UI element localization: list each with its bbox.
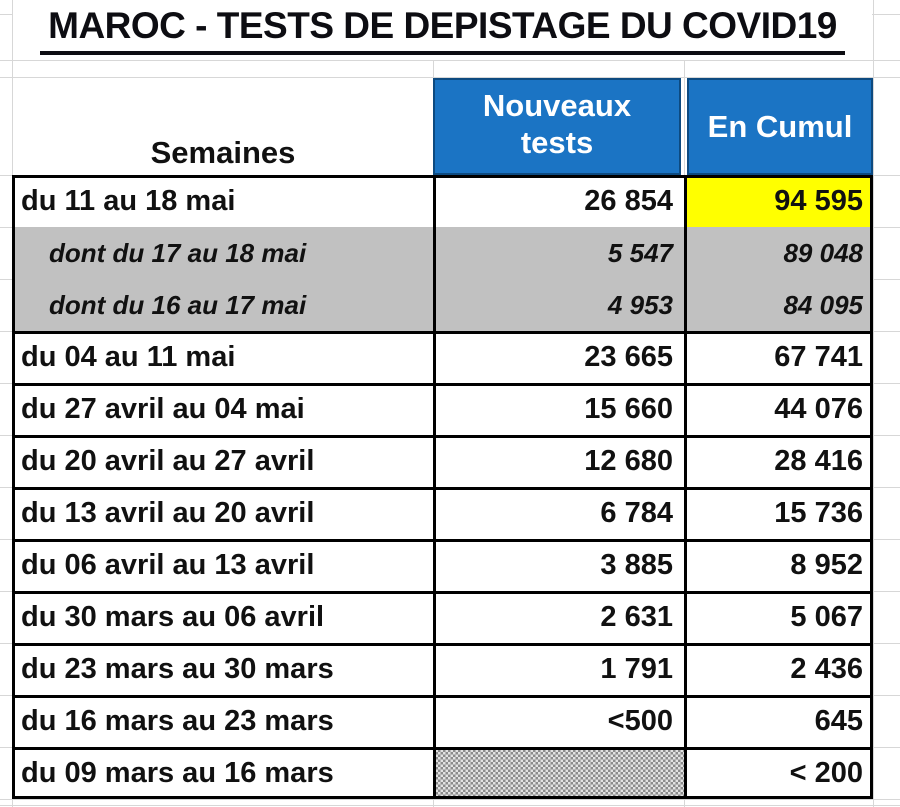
cell-nouveaux-tests[interactable]: 3 885 xyxy=(600,548,673,581)
cell-nouveaux-tests[interactable]: 12 680 xyxy=(584,444,673,477)
row-separator xyxy=(12,643,873,646)
cell-nouveaux-tests[interactable]: 5 547 xyxy=(607,237,673,268)
cell-nouveaux-tests[interactable]: 4 953 xyxy=(607,289,673,320)
column-separator xyxy=(433,175,436,799)
cell-en-cumul[interactable]: 8 952 xyxy=(790,548,863,581)
cell-en-cumul[interactable]: 645 xyxy=(814,704,863,737)
table-body: du 11 au 18 mai 26 854 94 595 dont du 17… xyxy=(12,175,873,799)
column-header-en-cumul[interactable]: En Cumul xyxy=(687,78,873,175)
cell-nouveaux-tests[interactable]: 15 660 xyxy=(584,392,673,425)
cell-nouveaux-tests[interactable]: 1 791 xyxy=(600,652,673,685)
cell-semaine[interactable]: du 11 au 18 mai xyxy=(21,184,236,217)
column-header-en-cumul-label: En Cumul xyxy=(707,108,853,144)
cell-nouveaux-tests[interactable]: 26 854 xyxy=(584,184,673,217)
cell-en-cumul[interactable]: 44 076 xyxy=(774,392,863,425)
cell-semaine[interactable]: du 13 avril au 20 avril xyxy=(21,496,315,529)
cell-en-cumul[interactable]: 84 095 xyxy=(783,289,863,320)
table-row: du 20 avril au 27 avril 12 680 28 416 xyxy=(12,435,873,487)
grid-line-h xyxy=(0,77,900,78)
row-separator xyxy=(12,695,873,698)
row-separator xyxy=(12,487,873,490)
column-header-semaines[interactable]: Semaines xyxy=(13,78,433,175)
column-header-semaines-label: Semaines xyxy=(150,135,296,170)
cell-en-cumul[interactable]: 2 436 xyxy=(790,652,863,685)
cell-semaine[interactable]: du 23 mars au 30 mars xyxy=(21,652,334,685)
cell-semaine[interactable]: du 06 avril au 13 avril xyxy=(21,548,315,581)
cell-en-cumul[interactable]: 15 736 xyxy=(774,496,863,529)
table-border-bottom xyxy=(12,796,873,799)
grid-line-h xyxy=(0,799,900,800)
cell-nouveaux-tests[interactable]: <500 xyxy=(607,704,673,737)
cell-en-cumul[interactable]: 5 067 xyxy=(790,600,863,633)
cell-en-cumul[interactable]: 89 048 xyxy=(783,237,863,268)
cell-en-cumul[interactable]: 67 741 xyxy=(774,340,863,373)
table-row: du 27 avril au 04 mai 15 660 44 076 xyxy=(12,383,873,435)
cell-semaine[interactable]: du 27 avril au 04 mai xyxy=(21,392,305,425)
column-separator xyxy=(684,175,687,799)
grid-line-h xyxy=(0,805,900,806)
table-row: du 11 au 18 mai 26 854 94 595 xyxy=(12,175,873,227)
column-header-nouveaux-line2: tests xyxy=(520,125,594,160)
table-row: du 09 mars au 16 mars < 200 xyxy=(12,747,873,799)
cell-en-cumul[interactable]: 28 416 xyxy=(774,444,863,477)
cell-en-cumul[interactable]: < 200 xyxy=(789,756,863,789)
cell-semaine[interactable]: du 16 mars au 23 mars xyxy=(21,704,334,737)
table-row-subtotal: dont du 16 au 17 mai 4 953 84 095 xyxy=(12,279,873,331)
row-separator xyxy=(12,383,873,386)
cell-semaine[interactable]: du 04 au 11 mai xyxy=(21,340,236,373)
table-row-subtotal: dont du 17 au 18 mai 5 547 89 048 xyxy=(12,227,873,279)
title-block: MAROC - TESTS DE DEPISTAGE DU COVID19 xyxy=(13,0,872,60)
cell-semaine[interactable]: du 30 mars au 06 avril xyxy=(21,600,325,633)
cell-nouveaux-tests[interactable]: 23 665 xyxy=(584,340,673,373)
column-header-nouveaux-tests[interactable]: Nouveaux tests xyxy=(433,78,681,175)
cell-semaine[interactable]: du 09 mars au 16 mars xyxy=(21,756,334,789)
table-border-top xyxy=(12,175,873,178)
cell-semaine[interactable]: dont du 16 au 17 mai xyxy=(49,289,307,320)
column-header-nouveaux-line1: Nouveaux xyxy=(482,88,632,123)
table-row: du 13 avril au 20 avril 6 784 15 736 xyxy=(12,487,873,539)
cell-semaine[interactable]: du 20 avril au 27 avril xyxy=(21,444,315,477)
cell-nouveaux-tests-hatched[interactable] xyxy=(433,747,684,799)
row-separator xyxy=(12,591,873,594)
table-border-right xyxy=(870,175,873,799)
table-row: du 06 avril au 13 avril 3 885 8 952 xyxy=(12,539,873,591)
page-title: MAROC - TESTS DE DEPISTAGE DU COVID19 xyxy=(40,5,845,55)
row-separator xyxy=(12,331,873,334)
row-separator xyxy=(12,435,873,438)
grid-line-v xyxy=(873,0,874,807)
table-border-left xyxy=(12,175,15,799)
cell-nouveaux-tests[interactable]: 6 784 xyxy=(600,496,673,529)
table-row: du 23 mars au 30 mars 1 791 2 436 xyxy=(12,643,873,695)
table-row: du 16 mars au 23 mars <500 645 xyxy=(12,695,873,747)
cell-nouveaux-tests[interactable]: 2 631 xyxy=(600,600,673,633)
row-separator xyxy=(12,747,873,750)
table-row: du 30 mars au 06 avril 2 631 5 067 xyxy=(12,591,873,643)
cell-semaine[interactable]: dont du 17 au 18 mai xyxy=(49,237,307,268)
cell-en-cumul-highlighted[interactable]: 94 595 xyxy=(684,175,873,227)
row-separator xyxy=(12,539,873,542)
grid-line-h xyxy=(0,60,900,61)
table-row: du 04 au 11 mai 23 665 67 741 xyxy=(12,331,873,383)
